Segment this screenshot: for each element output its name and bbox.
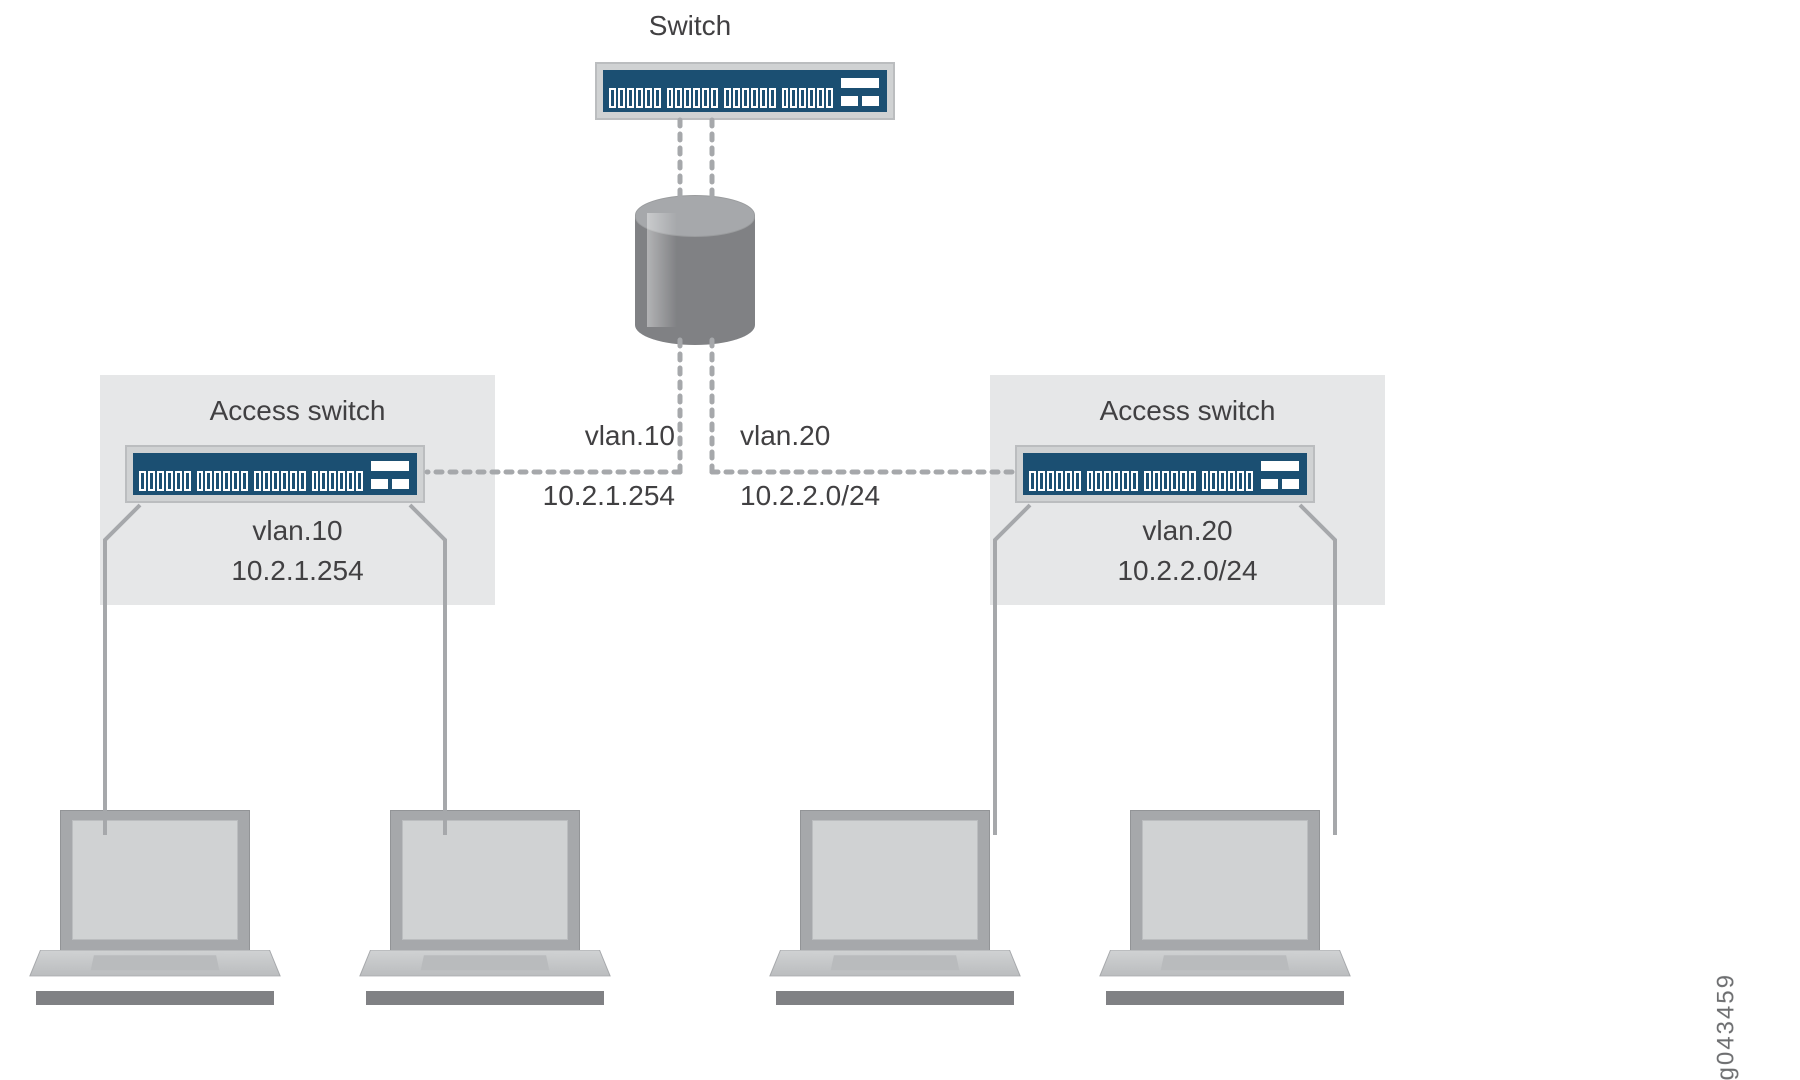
- laptop-1: [40, 810, 270, 1005]
- right-panel-title: Access switch: [990, 395, 1385, 427]
- server-cylinder: [635, 195, 755, 345]
- center-left-vlan: vlan.10: [530, 420, 675, 452]
- center-left-ip: 10.2.1.254: [518, 480, 675, 512]
- center-right-vlan: vlan.20: [740, 420, 830, 452]
- laptop-2: [370, 810, 600, 1005]
- figure-id: g043459: [1712, 973, 1740, 1080]
- right-vlan-label: vlan.20: [990, 515, 1385, 547]
- left-ip-label: 10.2.1.254: [100, 555, 495, 587]
- core-switch: [595, 62, 895, 120]
- center-right-ip: 10.2.2.0/24: [740, 480, 880, 512]
- core-switch-title: Switch: [0, 10, 1380, 42]
- left-vlan-label: vlan.10: [100, 515, 495, 547]
- laptop-4: [1110, 810, 1340, 1005]
- access-switch-left: [125, 445, 425, 503]
- laptop-3: [780, 810, 1010, 1005]
- network-diagram: Switch Access switch vlan.10 10.2.1: [0, 0, 1800, 1023]
- right-ip-label: 10.2.2.0/24: [990, 555, 1385, 587]
- left-panel-title: Access switch: [100, 395, 495, 427]
- access-switch-right: [1015, 445, 1315, 503]
